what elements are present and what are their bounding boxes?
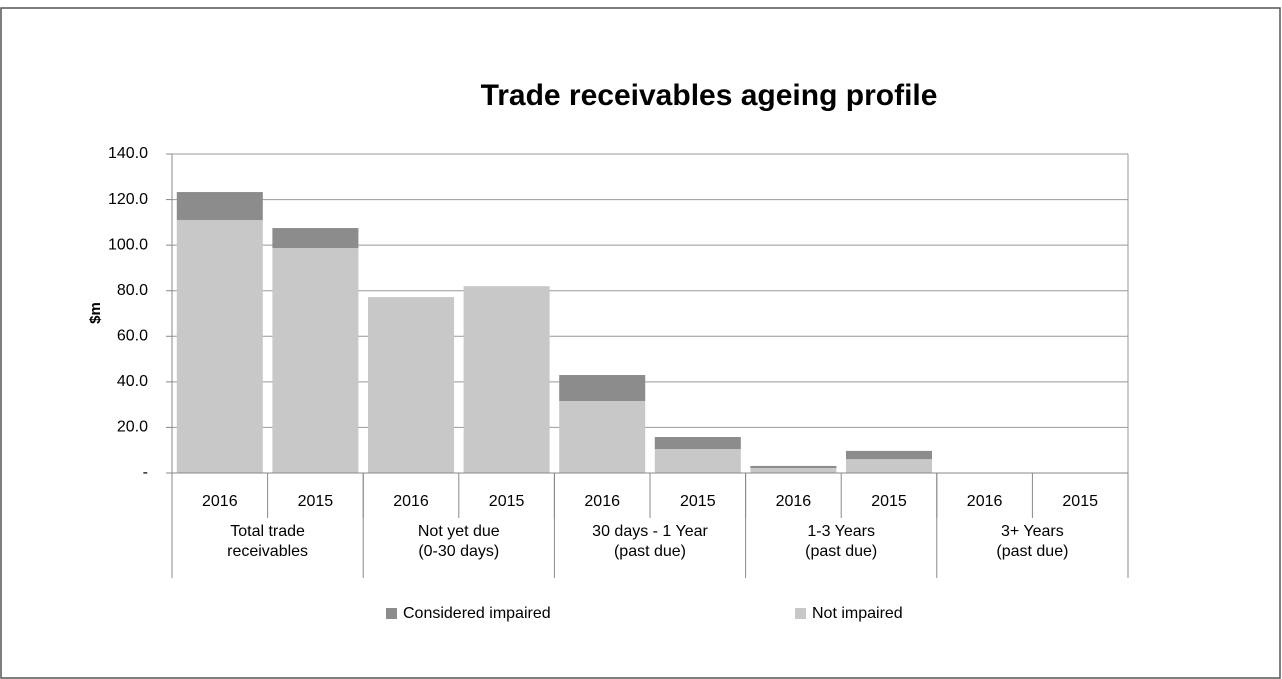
y-tick-label: 140.0 bbox=[108, 145, 148, 162]
x-tick-label: 2015 bbox=[298, 493, 334, 510]
bar-segment bbox=[272, 248, 359, 473]
x-tick-label: 2016 bbox=[584, 493, 620, 510]
legend-label: Not impaired bbox=[812, 605, 903, 622]
x-tick-label: 2016 bbox=[776, 493, 812, 510]
x-tick-label: 2016 bbox=[202, 493, 238, 510]
legend-label: Considered impaired bbox=[403, 605, 551, 622]
x-tick-label: 2015 bbox=[680, 493, 716, 510]
bar-segment bbox=[367, 297, 455, 473]
y-tick-label: 20.0 bbox=[117, 419, 148, 436]
group-label: Total trade bbox=[230, 523, 305, 540]
group-label: receivables bbox=[227, 543, 308, 560]
y-tick-label: 100.0 bbox=[108, 236, 148, 253]
group-label: (past due) bbox=[805, 543, 877, 560]
x-tick-label: 2015 bbox=[489, 493, 525, 510]
bar-segment bbox=[654, 449, 741, 473]
bar-segment bbox=[463, 286, 550, 473]
bar-segment bbox=[845, 459, 933, 473]
group-label: Not yet due bbox=[418, 523, 500, 540]
group-label: 30 days - 1 Year bbox=[592, 523, 708, 540]
group-label: 3+ Years bbox=[1001, 523, 1064, 540]
bar-segment bbox=[750, 467, 837, 473]
y-tick-label: 80.0 bbox=[117, 282, 148, 299]
bar-segment bbox=[654, 436, 741, 450]
bar-segment bbox=[176, 192, 263, 221]
x-tick-label: 2015 bbox=[1062, 493, 1098, 510]
bar-segment bbox=[750, 465, 837, 468]
x-tick-label: 2016 bbox=[967, 493, 1003, 510]
x-tick-label: 2015 bbox=[871, 493, 907, 510]
legend-swatch bbox=[795, 608, 806, 619]
bar-segment bbox=[559, 400, 646, 473]
y-tick-label: 40.0 bbox=[117, 373, 148, 390]
bar-segment bbox=[176, 220, 263, 473]
bar-segment bbox=[845, 450, 933, 460]
group-label: 1-3 Years bbox=[807, 523, 875, 540]
bar-segment bbox=[272, 228, 359, 249]
legend-swatch bbox=[386, 608, 397, 619]
y-tick-label: 120.0 bbox=[108, 191, 148, 208]
y-axis-label: $m bbox=[87, 302, 104, 324]
group-label: (0-30 days) bbox=[418, 543, 499, 560]
x-tick-label: 2016 bbox=[393, 493, 429, 510]
chart-title: Trade receivables ageing profile bbox=[481, 79, 938, 112]
y-tick-label: - bbox=[143, 464, 148, 481]
group-label: (past due) bbox=[614, 543, 686, 560]
y-tick-label: 60.0 bbox=[117, 328, 148, 345]
group-label: (past due) bbox=[996, 543, 1068, 560]
bar-segment bbox=[559, 375, 646, 401]
